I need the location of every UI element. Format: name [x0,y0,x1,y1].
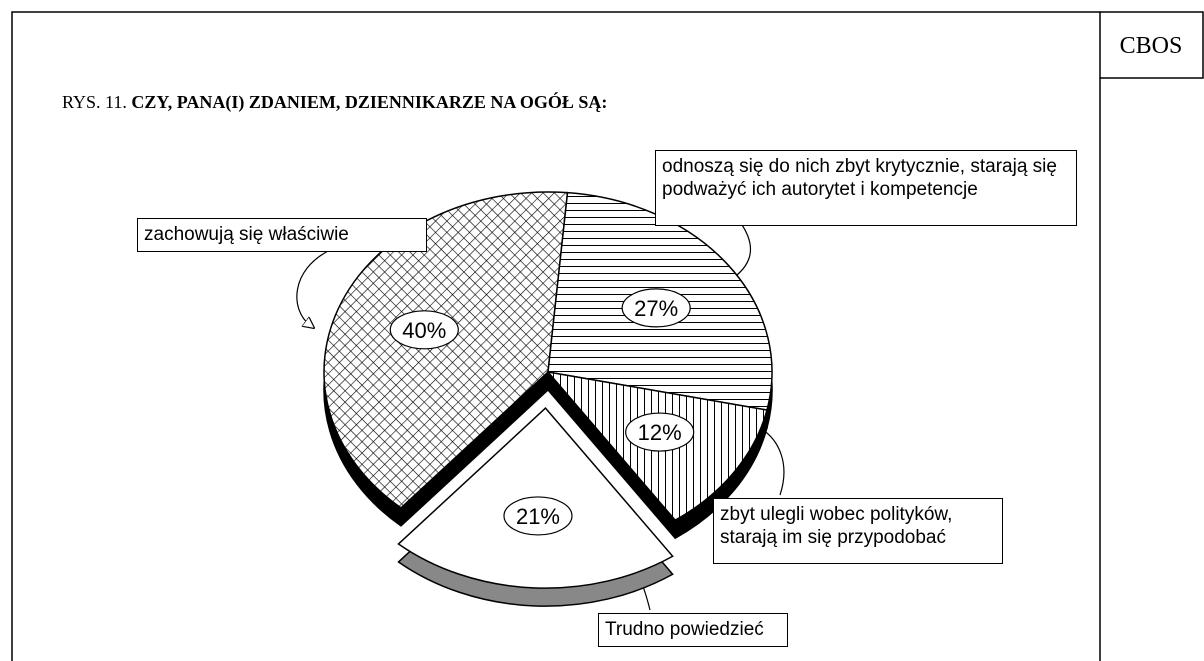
value-label: 40% [402,318,446,343]
value-label-bg [389,310,459,350]
value-label-bg [621,288,691,328]
value-label-bg [625,412,695,452]
pie: 40% 27% 12% 21% [323,191,773,607]
category-label: odnoszą się do nich zbyt krytycznie, sta… [655,150,1077,226]
slice [323,191,569,509]
source: CBOS [1120,33,1183,59]
title: CZY, PANA(I) ZDANIEM, DZIENNIKARZE NA OG… [131,91,607,113]
frame [11,11,1101,661]
value-label-bg [503,496,573,536]
chart-title: RYS. 11. CZY, PANA(I) ZDANIEM, DZIENNIKA… [62,91,607,113]
source-box [1099,11,1204,79]
value-label: 21% [516,504,560,529]
figure-label: RYS. 11. [62,92,127,112]
value-label: 12% [638,420,682,445]
category-label: zachowują się właściwie [137,218,427,252]
value-label: 27% [634,296,678,321]
category-label: zbyt ulegli wobec polityków, starają im … [713,498,1003,564]
category-label: Trudno powiedzieć [598,613,788,647]
